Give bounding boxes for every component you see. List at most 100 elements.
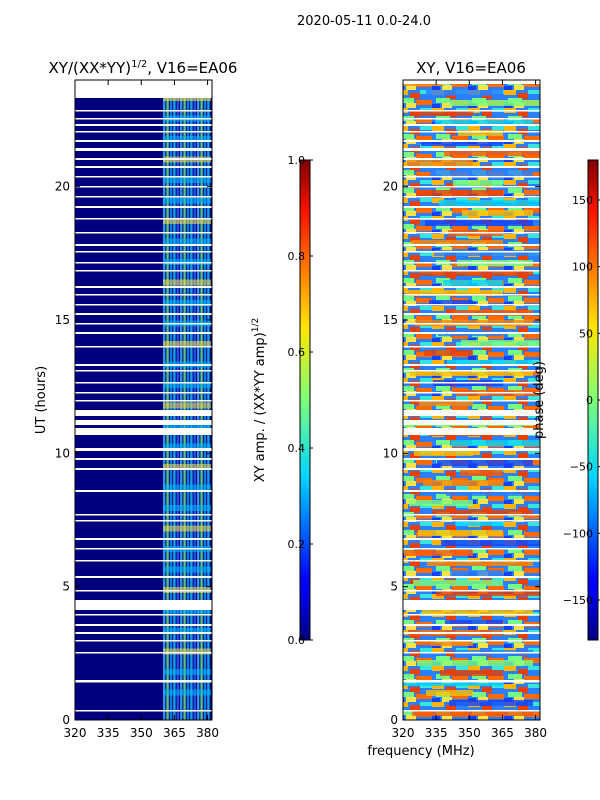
phase-color-band [455,520,503,526]
amplitude-colorbar: 0.0 0.2 0.4 0.6 0.8 1.0 XY amp. / (XX*YY amp)… [251,154,313,647]
amplitude-flagged-row [75,148,212,151]
phase-color-band [462,210,533,216]
phase-colorbar: −150 −100 −50 0 50 100 150 phase (deg) [532,159,600,641]
amplitude-flagged-row [75,520,212,522]
phase-flagged-row [403,640,540,642]
amplitude-flagged-row [75,468,212,470]
phase-color-band [429,300,473,306]
amplitude-band-patch [163,484,211,491]
amplitude-flagged-row [75,166,212,168]
phase-flagged-row [403,251,540,253]
amplitude-flagged-row [75,140,212,142]
phase-color-band [447,360,533,366]
amplitude-band-patch [163,648,211,655]
phase-color-band [446,490,540,496]
amplitude-colorbar-ticks: 0.0 0.2 0.4 0.6 0.8 1.0 [288,154,313,647]
amplitude-flagged-rows [75,80,212,712]
phase-color-band [411,240,503,246]
phase-flagged-row [403,232,540,234]
phase-flagged-row [403,400,540,402]
amplitude-flagged-row [75,206,212,208]
amplitude-x-tick-label: 335 [97,726,120,740]
phase-flagged-row [403,370,540,372]
amplitude-flagged-row [75,448,212,451]
phase-color-band [449,100,540,106]
phase-color-band [421,140,503,146]
phase-color-band [412,710,533,716]
phase-color-band [412,110,473,116]
amplitude-flagged-row [75,428,212,435]
phase-colorbar-tick-label: 100 [572,261,593,274]
phase-flagged-row [403,346,540,348]
amplitude-band-patch [163,341,211,347]
phase-color-band [426,690,473,696]
phase-color-band [407,160,473,166]
phase-flagged-row [403,118,540,120]
amplitude-flagged-row [75,640,212,642]
phase-x-tick-label: 380 [524,726,547,740]
amplitude-colorbar-tick-label: 0.8 [288,250,306,263]
phase-y-tick-label: 15 [383,313,398,327]
amplitude-flagged-row [75,490,212,492]
phase-flagged-row [403,304,540,306]
phase-color-band [430,170,533,176]
amplitude-colorbar-tick-label: 0.0 [288,634,306,647]
phase-flagged-row [403,468,540,470]
amplitude-x-tick-label: 320 [64,726,87,740]
phase-color-band [427,560,533,566]
phase-color-band [432,510,533,516]
amplitude-flagged-row [75,110,212,112]
amplitude-flagged-row [75,680,212,683]
amplitude-y-tick-label: 10 [55,446,70,460]
amplitude-flagged-row [75,251,212,253]
phase-color-band [431,640,473,646]
phase-y-tick-label: 0 [390,713,398,727]
phase-flagged-row [403,428,540,435]
phase-color-band [417,660,533,666]
phase-color-band [424,350,473,356]
amplitude-flagged-row [75,632,212,634]
phase-color-band [409,500,473,506]
amplitude-band-patch [163,525,211,532]
amplitude-band-patch [163,136,211,142]
amplitude-band-patch [163,566,211,573]
phase-x-tick-label: 320 [392,726,415,740]
phase-color-band [426,90,503,96]
phase-flagged-row [403,600,540,610]
phase-color-band [458,130,503,136]
phase-flagged-row [403,490,540,492]
amplitude-flagged-row [75,323,212,325]
phase-color-band [439,200,540,206]
amplitude-colorbar-label: XY amp. / (XX*YY amp)1/2 [251,318,268,482]
amplitude-flagged-row [75,548,212,550]
amplitude-flagged-row [75,244,212,246]
phase-flagged-row [403,124,540,126]
amplitude-flagged-row [75,410,212,416]
phase-flagged-row [403,313,540,315]
amplitude-flagged-row [75,400,212,402]
phase-flagged-row [403,148,540,151]
amplitude-band-patch [163,669,211,675]
amplitude-flagged-row [75,576,212,578]
amplitude-x-tick-label: 350 [130,726,153,740]
phase-flagged-row [403,614,540,616]
phase-flagged-row [403,364,540,366]
phase-color-band [450,570,503,576]
phase-flagged-row [403,80,540,84]
phase-color-band [425,220,533,226]
amplitude-y-ticks: 0 5 10 15 20 [55,180,212,727]
amplitude-band-patch [163,505,211,511]
phase-color-band [420,270,533,276]
amplitude-x-ticks: 320 335 350 365 380 [64,80,219,740]
phase-flagged-row [403,652,540,654]
phase-color-band [461,340,540,346]
amplitude-colorbar-tick-label: 0.4 [288,442,306,455]
phase-color-band [441,540,540,546]
phase-colorbar-label: phase (deg) [532,361,547,439]
amplitude-flagged-row [75,600,212,610]
phase-flagged-row [403,196,540,198]
phase-flagged-row [403,286,540,288]
amplitude-band-patch [163,607,211,614]
amplitude-y-tick-label: 5 [62,580,70,594]
